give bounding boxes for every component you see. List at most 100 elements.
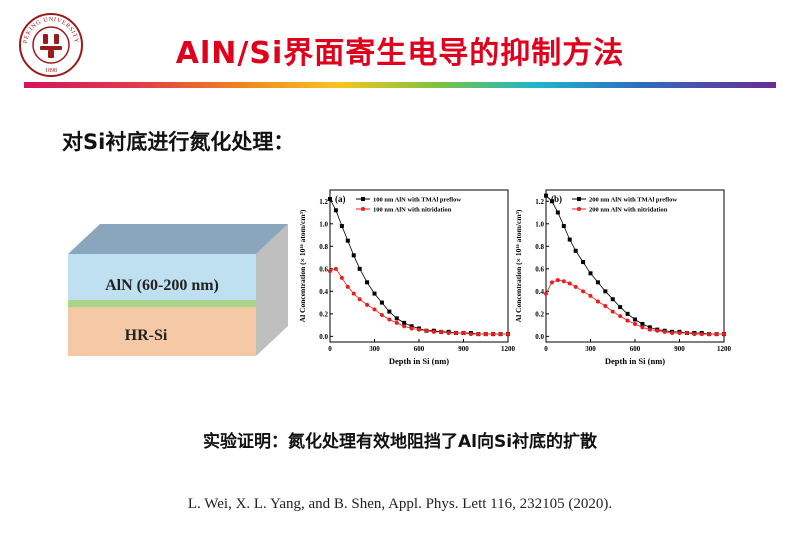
x-tick-label: 300: [585, 345, 596, 353]
x-tick-label: 1200: [717, 345, 732, 353]
data-point: [618, 314, 623, 319]
data-point: [417, 327, 421, 332]
data-point: [328, 269, 332, 274]
slide-title: AlN/Si界面寄生电导的抑制方法: [175, 36, 625, 71]
legend-marker: [361, 197, 365, 201]
data-point: [549, 280, 554, 285]
data-point: [567, 281, 572, 286]
citation-text: L. Wei, X. L. Yang, and B. Shen, Appl. P…: [187, 496, 613, 512]
data-point: [439, 329, 444, 334]
data-point: [491, 332, 496, 337]
legend-label: 100 nm AlN with TMAl preflow: [373, 197, 461, 204]
series-line: [545, 279, 724, 335]
data-point: [476, 332, 481, 337]
data-point: [372, 307, 377, 312]
data-point: [357, 266, 362, 271]
y-tick-label: 0.8: [535, 243, 544, 251]
data-point: [387, 317, 392, 322]
data-point: [610, 297, 615, 302]
legend-label: 200 nm AlN with TMAl preflow: [589, 197, 677, 204]
y-tick-label: 1.0: [535, 220, 544, 228]
data-point: [402, 324, 407, 329]
section-subtitle: 对Si衬底进行氮化处理：: [62, 130, 295, 154]
data-point: [333, 266, 338, 271]
data-point: [409, 326, 414, 331]
data-point: [345, 238, 350, 243]
data-point: [655, 328, 660, 333]
data-point: [339, 224, 344, 229]
data-point: [506, 332, 510, 337]
y-tick-label: 1.2: [535, 198, 544, 206]
y-axis-label: Al Concentration (× 10¹⁶ atom/cm³): [298, 209, 307, 322]
data-point: [561, 224, 566, 229]
data-point: [328, 197, 332, 202]
data-point: [461, 330, 466, 335]
y-tick-label: 1.2: [319, 198, 328, 206]
data-point: [707, 332, 712, 337]
legend-marker: [577, 207, 581, 211]
data-point: [409, 324, 414, 329]
chart-panel-a: 0 300 600 900 1200 0.0 0.2 0.4 0.6 0.8 1.0 1.2 Depth…: [298, 189, 516, 366]
conclusion-text: 实验证明：氮化处理有效地阻挡了Al向Si衬底的扩散: [202, 432, 598, 452]
interlayer: [68, 300, 256, 307]
legend-label: 100 nm AlN with nitridation: [373, 207, 452, 214]
x-axis-label: Depth in Si (nm): [389, 356, 449, 366]
y-tick-label: 0.6: [535, 265, 544, 273]
series-line: [329, 198, 508, 335]
data-point: [379, 300, 384, 305]
legend-marker: [577, 197, 581, 201]
data-point: [567, 237, 572, 242]
stack-side-face: [256, 224, 288, 356]
data-point: [446, 330, 451, 335]
panel-label: (a): [335, 194, 346, 204]
data-point: [544, 193, 548, 198]
hr-si-label: HR-Si: [125, 327, 168, 344]
data-point: [431, 329, 436, 334]
x-tick-label: 600: [630, 345, 641, 353]
y-tick-label: 0.2: [319, 310, 328, 318]
data-point: [677, 330, 682, 335]
data-point: [692, 332, 697, 337]
y-tick-label: 0.4: [319, 288, 328, 296]
y-tick-label: 1.0: [319, 220, 328, 228]
panel-label: (b): [551, 194, 562, 204]
data-point: [365, 280, 370, 285]
legend-marker: [361, 207, 365, 211]
data-point: [662, 329, 667, 334]
data-point: [595, 299, 600, 304]
data-point: [379, 312, 384, 317]
data-point: [610, 309, 615, 314]
data-point: [581, 260, 586, 265]
data-point: [555, 278, 560, 283]
pku-seal-icon: PEKING UNIVERSITY 1898: [19, 13, 83, 77]
data-point: [333, 208, 338, 213]
data-point: [618, 305, 623, 310]
x-tick-label: 300: [369, 345, 380, 353]
x-tick-label: 900: [674, 345, 685, 353]
data-point: [633, 317, 637, 322]
data-point: [561, 279, 566, 284]
data-point: [351, 253, 356, 258]
data-point: [394, 316, 399, 321]
data-point: [345, 284, 350, 289]
chart-panel-b: 0 300 600 900 1200 0.0 0.2 0.4 0.6 0.8 1.0 1.2 Depth…: [514, 189, 732, 366]
data-point: [684, 330, 689, 335]
x-tick-label: 0: [544, 345, 548, 353]
x-tick-label: 0: [328, 345, 332, 353]
x-tick-label: 900: [458, 345, 469, 353]
data-point: [555, 210, 560, 215]
y-axis-label: Al Concentration (× 10¹⁶ atom/cm³): [514, 209, 523, 322]
data-point: [625, 318, 630, 323]
data-point: [372, 291, 377, 296]
data-point: [424, 328, 429, 333]
series-line: [329, 268, 508, 335]
legend-label: 200 nm AlN with nitridation: [589, 207, 668, 214]
data-point: [544, 291, 548, 296]
y-tick-label: 0.4: [535, 288, 544, 296]
data-point: [603, 289, 608, 294]
data-point: [573, 284, 578, 289]
data-point: [549, 199, 554, 204]
layer-stack-diagram: AlN (60-200 nm) HR-Si: [68, 224, 288, 356]
data-point: [387, 309, 392, 314]
y-tick-label: 0.0: [535, 333, 544, 341]
